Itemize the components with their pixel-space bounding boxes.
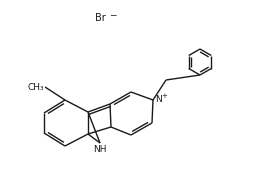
Text: −: −: [109, 10, 117, 19]
Text: CH₃: CH₃: [27, 82, 44, 91]
Text: N: N: [155, 95, 162, 104]
Text: Br: Br: [95, 13, 106, 23]
Text: +: +: [161, 93, 167, 100]
Text: NH: NH: [93, 145, 107, 154]
